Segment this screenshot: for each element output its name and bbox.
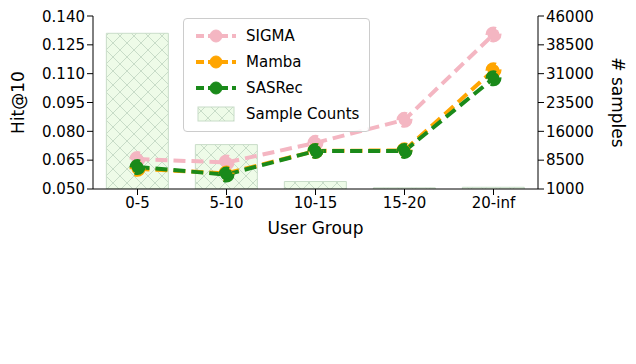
svg-text:10-15: 10-15 [294, 194, 338, 212]
svg-text:0.110: 0.110 [42, 65, 85, 83]
html-text:SASRec: SASRec [246, 79, 303, 97]
svg-text:20-inf: 20-inf [472, 194, 516, 212]
svg-text:0.140: 0.140 [42, 8, 85, 26]
svg-text:31000: 31000 [546, 65, 594, 83]
svg-text:0.065: 0.065 [42, 151, 85, 169]
svg-text:5-10: 5-10 [209, 194, 243, 212]
svg-text:1000: 1000 [546, 180, 584, 198]
svg-text:16000: 16000 [546, 123, 594, 141]
svg-text:0-5: 0-5 [125, 194, 150, 212]
svg-text:0.095: 0.095 [42, 94, 85, 112]
svg-text:15-20: 15-20 [383, 194, 427, 212]
html-text:Mamba: Mamba [246, 53, 302, 71]
svg-text:# samples: # samples [608, 57, 628, 147]
svg-text:38500: 38500 [546, 36, 594, 54]
html-text:Sample Counts: Sample Counts [246, 105, 360, 123]
svg-text:User Group: User Group [268, 218, 364, 238]
svg-text:0.125: 0.125 [42, 36, 85, 54]
svg-text:23500: 23500 [546, 94, 594, 112]
svg-text:0.050: 0.050 [42, 180, 85, 198]
svg-text:46000: 46000 [546, 8, 594, 26]
svg-text:Hit@10: Hit@10 [8, 71, 28, 134]
html-text:SIGMA: SIGMA [246, 27, 295, 45]
svg-text:8500: 8500 [546, 151, 584, 169]
svg-text:0.080: 0.080 [42, 123, 85, 141]
